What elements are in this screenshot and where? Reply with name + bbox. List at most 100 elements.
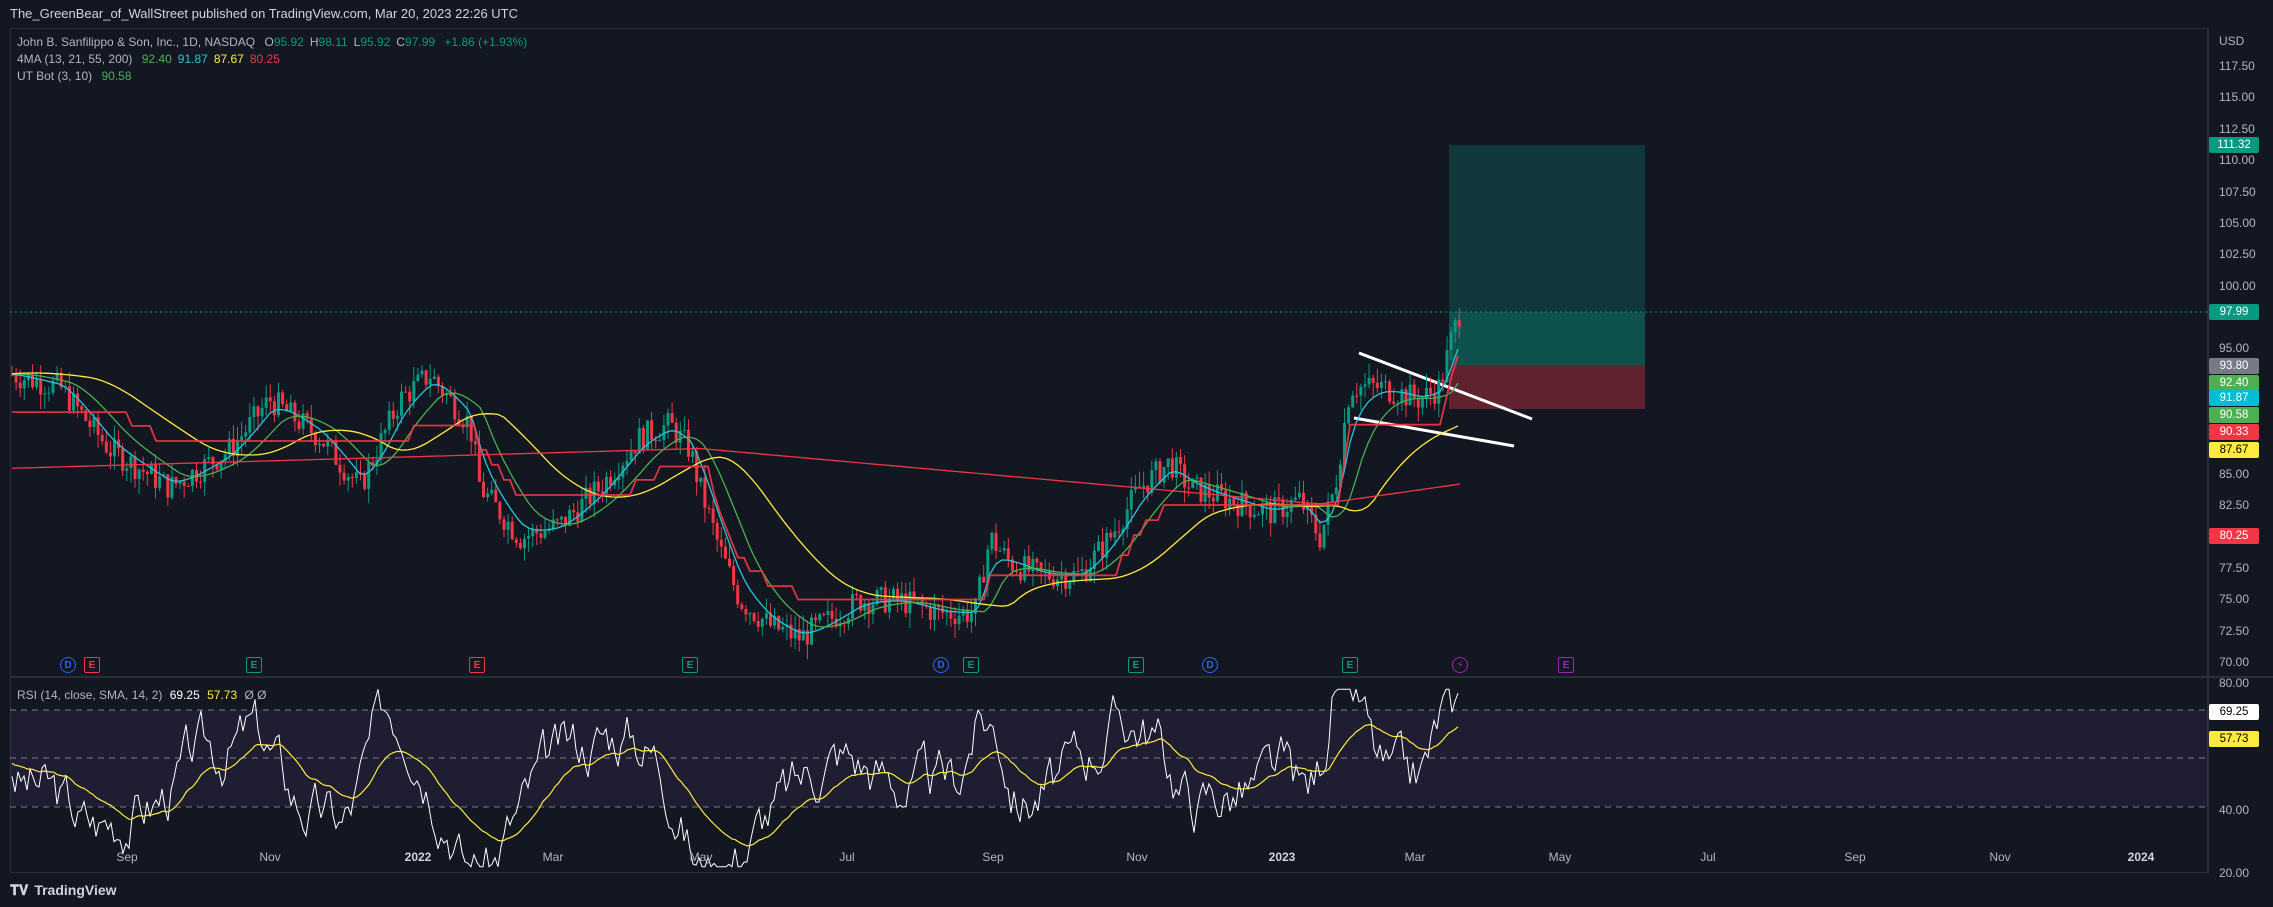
candle-body — [1371, 377, 1375, 383]
candle-body — [285, 404, 289, 412]
utbot-indicator-label: UT Bot (3, 10) — [17, 69, 93, 83]
candle-body — [1236, 504, 1240, 516]
candle-body — [108, 452, 112, 457]
candle-body — [1449, 332, 1453, 351]
candle-body — [1334, 487, 1338, 495]
candle-body — [1425, 387, 1428, 399]
candle-body — [1092, 550, 1096, 570]
price-tick: 72.50 — [2219, 623, 2250, 638]
candle-body — [1162, 466, 1166, 483]
utbot-indicator-value: 90.58 — [101, 69, 132, 83]
candle-body — [43, 393, 47, 395]
event-marker[interactable]: E — [469, 657, 485, 673]
event-marker[interactable]: D — [933, 657, 949, 673]
event-marker[interactable]: D — [60, 657, 76, 673]
candle-body — [1015, 571, 1018, 573]
candle-body — [600, 491, 604, 494]
candle-body — [896, 588, 900, 601]
candle-body — [359, 472, 362, 475]
price-tick: 100.00 — [2219, 278, 2256, 293]
candle-body — [404, 391, 408, 393]
candle-body — [687, 429, 690, 457]
candle-body — [793, 629, 797, 639]
ma-indicator-values: 92.40 91.87 87.67 80.25 — [142, 52, 286, 66]
event-marker[interactable]: E — [1342, 657, 1358, 673]
candle-body — [1297, 492, 1301, 498]
candle-body — [1154, 461, 1158, 471]
price-tick: 102.50 — [2219, 247, 2256, 262]
candle-body — [416, 374, 420, 382]
candle-body — [441, 386, 444, 396]
candle-body — [240, 436, 244, 441]
candle-body — [564, 516, 567, 526]
event-marker[interactable]: E — [84, 657, 100, 673]
candle-body — [424, 370, 428, 385]
candle-body — [428, 378, 432, 385]
candle-body — [272, 401, 276, 416]
position-profit-zone — [1449, 312, 1645, 365]
candle-body — [1285, 511, 1289, 517]
candle-body — [1224, 490, 1228, 509]
publish-header: The_GreenBear_of_WallStreet published on… — [10, 6, 519, 21]
event-marker[interactable]: E — [682, 657, 698, 673]
indicator-lines — [11, 348, 1461, 634]
event-marker[interactable]: E — [1128, 657, 1144, 673]
candle-body — [486, 493, 490, 498]
price-tick: 85.00 — [2219, 466, 2250, 481]
price-tick: 75.00 — [2219, 592, 2250, 607]
candle-body — [477, 444, 481, 482]
candle-body — [990, 532, 994, 550]
candle-body — [301, 413, 305, 429]
price-label: 91.87 — [2209, 390, 2259, 406]
candle-body — [678, 430, 682, 443]
candle-body — [658, 440, 662, 442]
candle-body — [51, 380, 55, 393]
tradingview-logo[interactable]: 𝐓𝐕 TradingView — [10, 882, 117, 899]
event-marker[interactable]: ⚡ — [1452, 657, 1468, 673]
candle-body — [281, 392, 285, 405]
candle-body — [744, 608, 748, 615]
candle-body — [1355, 395, 1359, 397]
candle-body — [707, 507, 711, 509]
candle-body — [162, 474, 166, 477]
candle-body — [313, 432, 317, 446]
price-label: 90.58 — [2209, 407, 2259, 423]
price-axis[interactable] — [2208, 28, 2273, 873]
chart-pane[interactable] — [10, 28, 2208, 873]
candle-body — [1105, 532, 1109, 558]
candle-body — [297, 421, 301, 429]
candle-body — [933, 605, 936, 620]
price-change: +1.86 (+1.93%) — [444, 35, 528, 49]
event-marker[interactable]: E — [1558, 657, 1574, 673]
rsi-tick: 80.00 — [2219, 676, 2250, 690]
price-tick: 95.00 — [2219, 341, 2250, 356]
candle-body — [1035, 558, 1039, 563]
event-marker[interactable]: E — [963, 657, 979, 673]
candle-body — [35, 379, 39, 388]
candle-body — [1097, 541, 1100, 551]
candle-body — [256, 406, 260, 417]
time-tick: Jul — [839, 850, 855, 864]
candle-body — [1248, 505, 1252, 518]
candle-body — [1256, 514, 1260, 516]
candle-body — [1043, 570, 1047, 572]
candle-body — [863, 603, 867, 611]
candle-body — [1359, 386, 1363, 396]
candle-body — [383, 429, 387, 434]
candle-body — [432, 376, 436, 379]
candle-body — [1039, 562, 1043, 571]
event-marker[interactable]: E — [246, 657, 262, 673]
ma-21-line — [11, 373, 1459, 628]
candle-body — [293, 402, 297, 422]
event-marker[interactable]: D — [1202, 657, 1218, 673]
candle-body — [1453, 320, 1457, 333]
candle-body — [892, 588, 895, 599]
candle-body — [395, 415, 399, 419]
candle-body — [1027, 556, 1031, 572]
candle-body — [1351, 395, 1355, 408]
candle-body — [957, 615, 961, 624]
ma-200-line — [11, 447, 1461, 505]
candle-body — [1142, 485, 1146, 489]
candle-body — [867, 603, 871, 615]
